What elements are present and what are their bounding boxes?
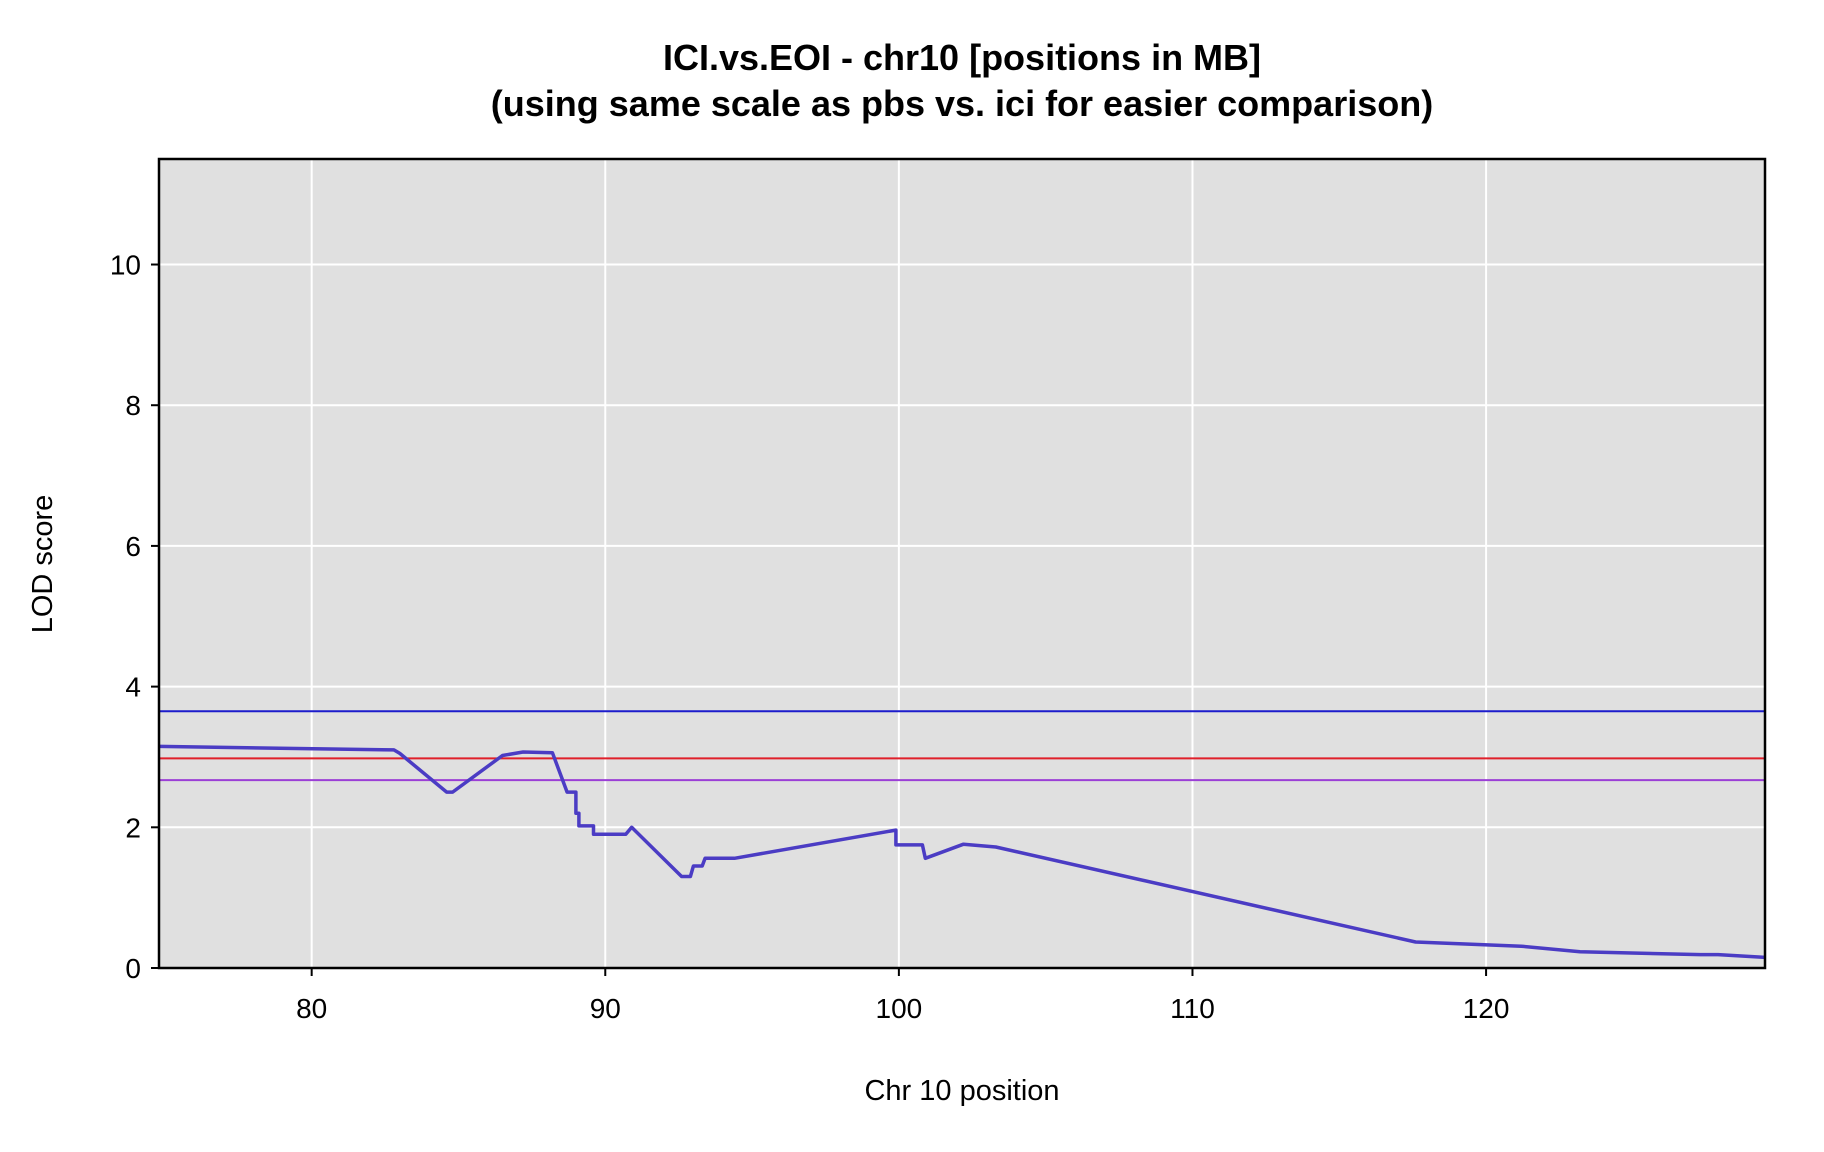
chart-subtitle: (using same scale as pbs vs. ici for eas… (491, 83, 1433, 124)
lod-series (158, 744, 1766, 960)
x-tick-label: 100 (876, 993, 923, 1024)
x-axis-label: Chr 10 position (864, 1075, 1059, 1107)
x-tick-label: 80 (296, 993, 327, 1024)
y-axis-ticks: 0 2 4 6 8 10 (110, 250, 159, 984)
series-line (158, 744, 1766, 960)
y-tick-label: 6 (125, 531, 141, 562)
y-axis-label: LOD score (27, 495, 59, 634)
threshold-lines (159, 710, 1765, 782)
plot-background (159, 159, 1765, 968)
y-tick-label: 2 (125, 812, 141, 843)
plot-frame (157, 157, 1767, 970)
y-tick-label: 8 (125, 390, 141, 421)
chart-title: ICI.vs.EOI - chr10 [positions in MB] (663, 37, 1261, 78)
x-axis-ticks: 80 90 100 110 120 (296, 968, 1509, 1024)
y-tick-label: 0 (125, 953, 141, 984)
y-tick-label: 10 (110, 250, 141, 281)
y-tick-label: 4 (125, 672, 141, 703)
x-tick-label: 110 (1170, 993, 1215, 1024)
x-tick-label: 90 (590, 993, 621, 1024)
x-tick-label: 120 (1463, 993, 1510, 1024)
